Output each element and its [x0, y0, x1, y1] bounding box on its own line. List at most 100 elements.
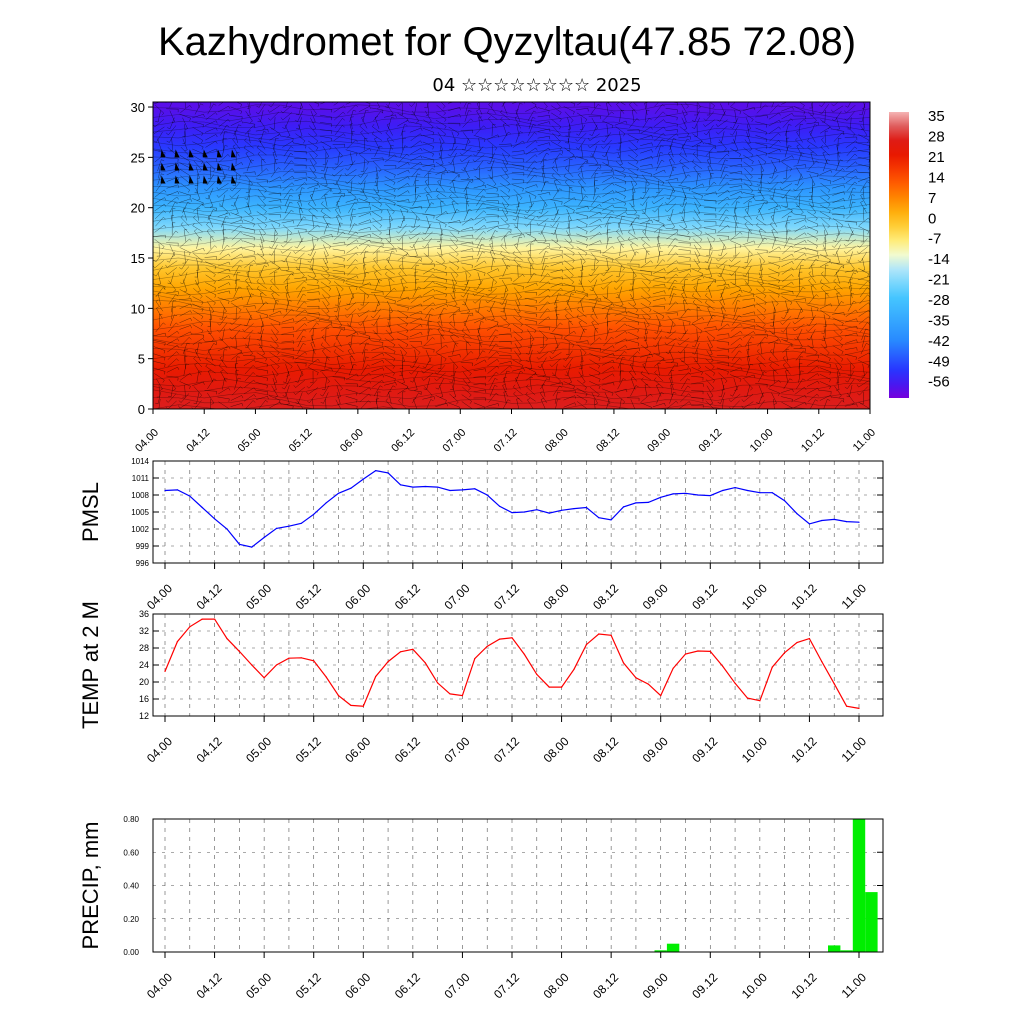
wind-barb — [486, 268, 500, 274]
wind-barb — [397, 190, 410, 197]
wind-barb — [630, 221, 636, 235]
x-tick-label: 06.12 — [392, 734, 423, 765]
wind-barb — [371, 242, 384, 246]
wind-barb — [655, 208, 660, 222]
wind-barb — [537, 107, 550, 114]
wind-barb — [614, 120, 628, 126]
x-tick-label: 05.00 — [243, 734, 274, 765]
wind-barb — [589, 232, 602, 240]
wind-barb — [669, 138, 677, 151]
data-point — [251, 546, 253, 548]
colorbar-label: 35 — [928, 108, 945, 125]
wind-barb — [563, 283, 576, 290]
wind-barb — [452, 342, 459, 355]
wind-barb — [525, 391, 536, 402]
wind-barb — [703, 214, 717, 218]
wind-barb — [630, 399, 636, 409]
wind-barb — [321, 377, 327, 391]
y-tick-label: 25 — [131, 150, 145, 165]
wind-barb — [168, 280, 177, 292]
wind-barb — [231, 386, 243, 396]
wind-barb — [679, 372, 691, 382]
wind-barb — [512, 283, 525, 290]
wind-barb — [859, 110, 866, 123]
x-tick-label: 07.00 — [440, 427, 468, 455]
wind-barb — [231, 238, 243, 247]
wind-barb — [821, 321, 827, 334]
wind-barb — [206, 222, 215, 234]
wind-barb — [500, 217, 510, 229]
wind-barb — [168, 378, 177, 391]
wind-barb — [563, 106, 575, 115]
wind-barb — [601, 382, 615, 386]
wind-barb — [477, 334, 482, 348]
wind-barb — [512, 234, 525, 238]
wind-barb — [566, 215, 571, 229]
wind-pennant — [188, 162, 194, 171]
wind-barb — [536, 210, 549, 219]
wind-barb — [601, 359, 615, 366]
wind-barb — [168, 294, 179, 305]
wind-barb — [243, 387, 256, 395]
wind-barb — [691, 383, 704, 387]
wind-barb — [678, 263, 691, 268]
wind-barb — [347, 180, 353, 193]
wind-barb — [273, 138, 279, 151]
x-tick-label: 09.12 — [689, 581, 720, 612]
wind-barb — [285, 258, 290, 271]
wind-barb — [192, 296, 204, 305]
wind-barb — [309, 159, 317, 173]
wind-barb — [231, 351, 243, 360]
wind-barb — [537, 375, 550, 381]
wind-barb — [742, 325, 756, 330]
wind-barb — [233, 124, 242, 136]
wind-barb — [832, 198, 845, 204]
wind-barb — [669, 158, 674, 172]
wind-barb — [387, 314, 391, 327]
wind-barb — [589, 279, 598, 292]
wind-barb — [486, 207, 499, 212]
wind-barb — [729, 289, 743, 295]
wind-barb — [409, 255, 422, 261]
contour-line — [153, 368, 870, 380]
x-tick-label: 10.12 — [788, 734, 819, 765]
wind-barb — [372, 245, 384, 255]
wind-barb — [336, 200, 341, 214]
wind-barb — [281, 220, 295, 224]
wind-barb — [283, 308, 294, 318]
wind-barb — [333, 300, 341, 313]
wind-barb — [844, 221, 858, 226]
wind-barb — [501, 167, 509, 180]
wind-barb — [524, 297, 537, 304]
wind-barb — [705, 379, 715, 391]
wind-barb — [694, 328, 698, 341]
wind-barb — [501, 102, 506, 108]
wind-barb — [321, 189, 333, 198]
x-tick-label: 08.00 — [541, 970, 572, 1001]
wind-barb — [486, 403, 500, 407]
wind-barb — [217, 315, 228, 326]
data-point — [337, 492, 340, 494]
wind-barb — [244, 210, 254, 222]
wind-barb — [269, 133, 282, 141]
wind-barb — [755, 135, 768, 143]
wind-barb — [720, 103, 726, 116]
wind-barb — [629, 118, 640, 128]
wind-barb — [464, 272, 468, 285]
wind-barb — [819, 352, 831, 362]
wind-barb — [503, 370, 510, 383]
wind-barb — [641, 274, 652, 285]
wind-barb — [719, 237, 727, 250]
wind-barb — [575, 132, 587, 142]
wind-barb — [551, 223, 559, 235]
contour-line — [153, 207, 870, 220]
wind-barb — [488, 279, 494, 292]
wind-barb — [832, 345, 844, 355]
wind-barb — [578, 272, 583, 285]
data-point — [300, 657, 302, 659]
wind-barb — [576, 112, 588, 123]
wind-barb — [500, 182, 511, 193]
wind-barb — [477, 327, 482, 341]
wind-barb — [271, 385, 279, 398]
wind-barb — [220, 369, 227, 383]
